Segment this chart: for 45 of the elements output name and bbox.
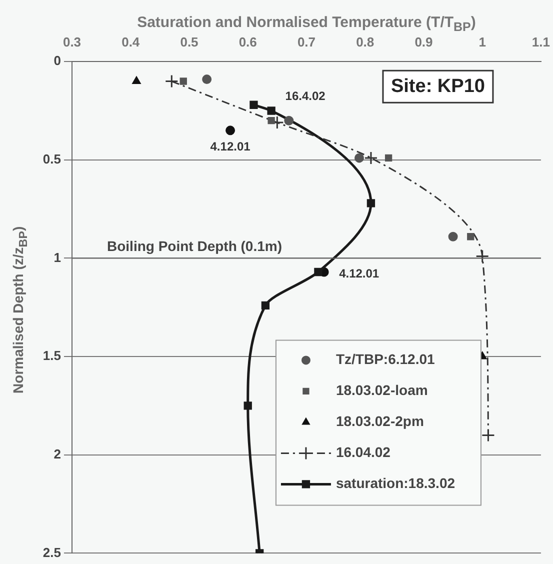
point — [284, 116, 294, 126]
legend-label: Tz/TBP:6.12.01 — [336, 351, 435, 368]
y-tick-label: 1.5 — [42, 348, 61, 364]
point — [384, 154, 392, 162]
x-tick-label: 0.8 — [356, 34, 374, 50]
point — [314, 268, 322, 276]
point — [250, 100, 258, 109]
point — [164, 74, 178, 88]
x-tick-label: 0.7 — [297, 34, 316, 50]
point — [132, 76, 141, 84]
point — [467, 233, 474, 240]
x-tick-label: 1.1 — [532, 34, 550, 50]
legend-label: 18.03.02-loam — [336, 382, 428, 398]
point — [448, 232, 458, 242]
point — [244, 402, 252, 410]
point — [261, 301, 270, 310]
y-tick-label: 0 — [54, 53, 61, 68]
point — [364, 151, 378, 165]
point — [180, 78, 187, 85]
point — [354, 153, 364, 163]
y-tick-label: 0.5 — [42, 152, 61, 166]
point — [226, 126, 236, 136]
x-tick-label: 0.9 — [414, 34, 433, 50]
annotation: Site: KP10 — [390, 76, 485, 97]
y-tick-label: 1 — [54, 250, 61, 265]
point — [476, 250, 490, 264]
x-tick-label: 0.4 — [122, 34, 140, 50]
ref-line-label: Boiling Point Depth (0.1m) — [107, 238, 282, 254]
point — [268, 117, 275, 124]
legend-label: 16.04.02 — [336, 444, 391, 460]
point — [202, 74, 212, 84]
annotation: 4.12.01 — [339, 266, 380, 280]
annotation: 4.12.01 — [210, 140, 251, 154]
point — [481, 428, 495, 442]
x-tick-label: 1 — [478, 34, 486, 50]
point — [366, 199, 376, 208]
legend-label: 18.03.02-2pm — [336, 413, 424, 430]
annotation: 16.4.02 — [285, 89, 326, 104]
y-tick-label: 2.5 — [42, 544, 61, 560]
x-tick-label: 0.3 — [62, 34, 82, 50]
y-tick-label: 2 — [54, 446, 61, 462]
x-tick-label: 0.6 — [238, 34, 257, 50]
x-axis-title: Saturation and Normalised Temperature (T/T$_{BP}$) — [136, 14, 477, 34]
x-tick-label: 0.5 — [180, 34, 198, 50]
legend-label: saturation:18.3.02 — [336, 475, 456, 492]
